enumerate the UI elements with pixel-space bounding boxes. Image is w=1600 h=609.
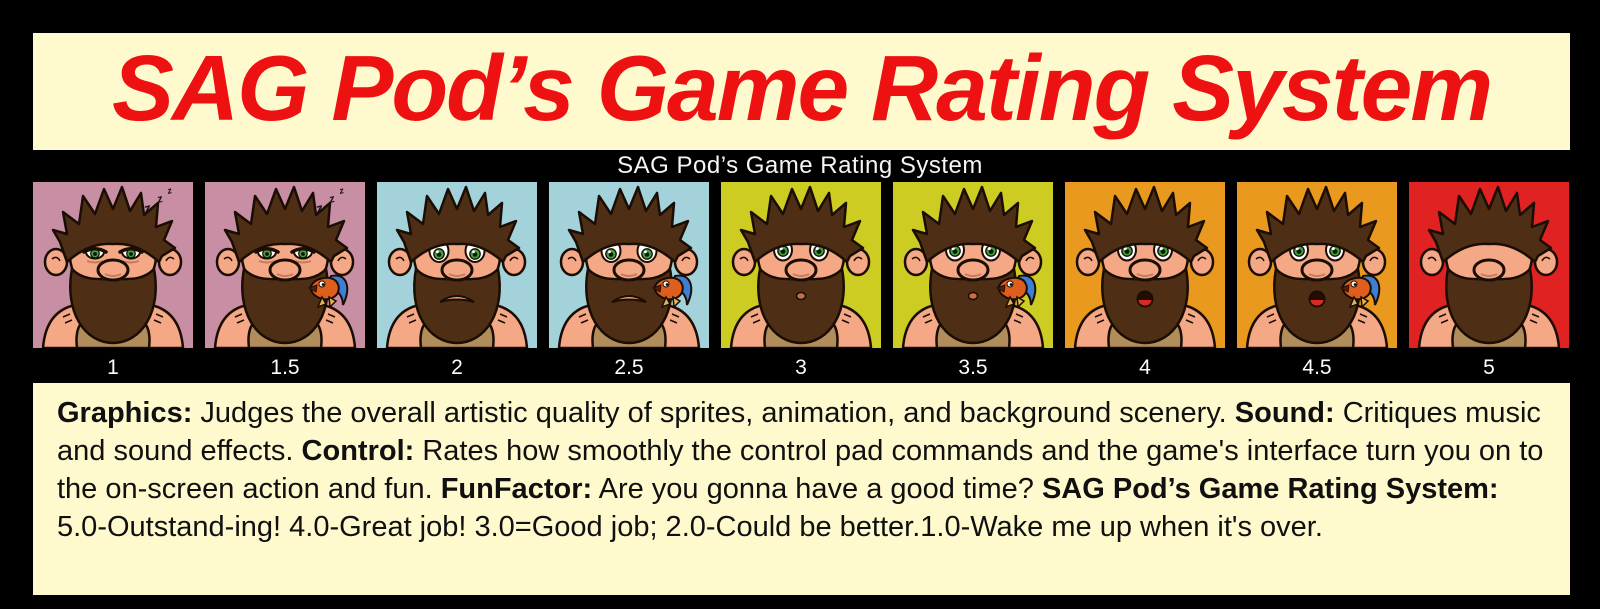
caveman-hair	[1427, 185, 1553, 264]
rating-row: z z z	[33, 182, 1570, 384]
caveman-face: z z z	[213, 185, 357, 348]
caveman-hair	[567, 185, 693, 264]
mouth-frown	[439, 295, 475, 303]
svg-text:z: z	[155, 193, 165, 206]
svg-text:z: z	[141, 200, 153, 217]
tile-image: z z z	[1065, 182, 1225, 348]
sleep-zzz: z z z	[313, 185, 345, 217]
description-term: FunFactor:	[440, 473, 593, 505]
caveman-nose	[268, 258, 302, 282]
tile-label: 1	[107, 356, 119, 379]
caveman-nose	[1472, 258, 1506, 282]
mouth-open-small	[1308, 290, 1326, 308]
rating-tile: z z z	[1237, 182, 1397, 384]
rating-tile: z z z	[377, 182, 537, 384]
tile-label: 2	[451, 356, 463, 379]
caveman-hair	[1255, 185, 1381, 264]
tile-image: z z z	[549, 182, 709, 348]
caveman-face: z z z	[41, 185, 185, 348]
tile-image: z z z	[33, 182, 193, 348]
caveman-hair	[911, 185, 1037, 264]
svg-text:z: z	[313, 200, 325, 217]
tile-image: z z z	[1237, 182, 1397, 348]
tile-image: z z z	[893, 182, 1053, 348]
fish-icon	[307, 274, 349, 309]
caveman-nose	[440, 258, 474, 282]
description-term: Sound:	[1234, 397, 1335, 429]
rating-tile: z z z	[205, 182, 365, 384]
fish-icon	[995, 274, 1037, 309]
rating-tile: z z z	[893, 182, 1053, 384]
tile-image: z z z	[377, 182, 537, 348]
tile-image: z z z	[205, 182, 365, 348]
caveman-nose	[612, 258, 646, 282]
caveman-face: z z z	[1417, 185, 1561, 348]
tile-label: 3	[795, 356, 807, 379]
caveman-hair	[739, 185, 865, 264]
tile-image: z z z	[721, 182, 881, 348]
svg-text:z: z	[327, 193, 337, 206]
title-banner: SAG Pod’s Game Rating System	[33, 33, 1570, 150]
description-segment: Critiques music and sound effects.	[57, 397, 1541, 467]
caveman-face: z z z	[1245, 185, 1389, 348]
tile-label: 4.5	[1302, 356, 1332, 379]
svg-text:z: z	[165, 185, 173, 196]
tile-label: 2.5	[614, 356, 644, 379]
description-segment: 5.0-Outstand-ing! 4.0-Great job! 3.0=Goo…	[57, 511, 1323, 543]
tile-label: 5	[1483, 356, 1495, 379]
caveman-face: z z z	[1073, 185, 1217, 348]
mouth-frown	[611, 295, 647, 303]
caveman-hair	[51, 185, 177, 264]
description-segment: Are you gonna have a good time?	[592, 473, 1042, 505]
subtitle: SAG Pod’s Game Rating System	[617, 152, 983, 179]
tile-label: 3.5	[958, 356, 988, 379]
caveman-nose	[784, 258, 818, 282]
description-segment: Judges the overall artistic quality of s…	[192, 397, 1235, 429]
rating-tile: z z z	[33, 182, 193, 384]
subtitle-strip: SAG Pod’s Game Rating System	[0, 150, 1600, 182]
caveman-face: z z z	[557, 185, 701, 348]
description-term: SAG Pod’s Game Rating System:	[1041, 473, 1499, 505]
tile-label: 1.5	[270, 356, 300, 379]
description-box: Graphics: Judges the overall artistic qu…	[33, 383, 1570, 595]
tile-label: 4	[1139, 356, 1151, 379]
rating-tile: z z z	[721, 182, 881, 384]
rating-tile: z z z	[1065, 182, 1225, 384]
caveman-nose	[96, 258, 130, 282]
caveman-face: z z z	[729, 185, 873, 348]
tile-image: z z z	[1409, 182, 1569, 348]
description-term: Control:	[301, 435, 415, 467]
description-term: Graphics:	[57, 397, 193, 429]
description-text: Graphics: Judges the overall artistic qu…	[57, 397, 1543, 543]
rating-tile: z z z	[549, 182, 709, 384]
caveman-face: z z z	[901, 185, 1045, 348]
rating-tile: z z z	[1409, 182, 1569, 384]
caveman-nose	[1128, 258, 1162, 282]
mouth-neutral	[967, 291, 979, 301]
caveman-hair	[1083, 185, 1209, 264]
caveman-hair	[223, 185, 349, 264]
page-title: SAG Pod’s Game Rating System	[111, 36, 1493, 140]
mouth-open-small	[1136, 290, 1154, 308]
sleep-zzz: z z z	[141, 185, 173, 217]
caveman-nose	[1300, 258, 1334, 282]
caveman-face: z z z	[385, 185, 529, 348]
fish-icon	[651, 274, 693, 309]
fish-icon	[1339, 274, 1381, 309]
svg-text:z: z	[337, 185, 345, 196]
mouth-neutral	[795, 291, 807, 301]
description-segment: Rates how smoothly the control pad comma…	[57, 435, 1544, 505]
caveman-hair	[395, 185, 521, 264]
caveman-nose	[956, 258, 990, 282]
